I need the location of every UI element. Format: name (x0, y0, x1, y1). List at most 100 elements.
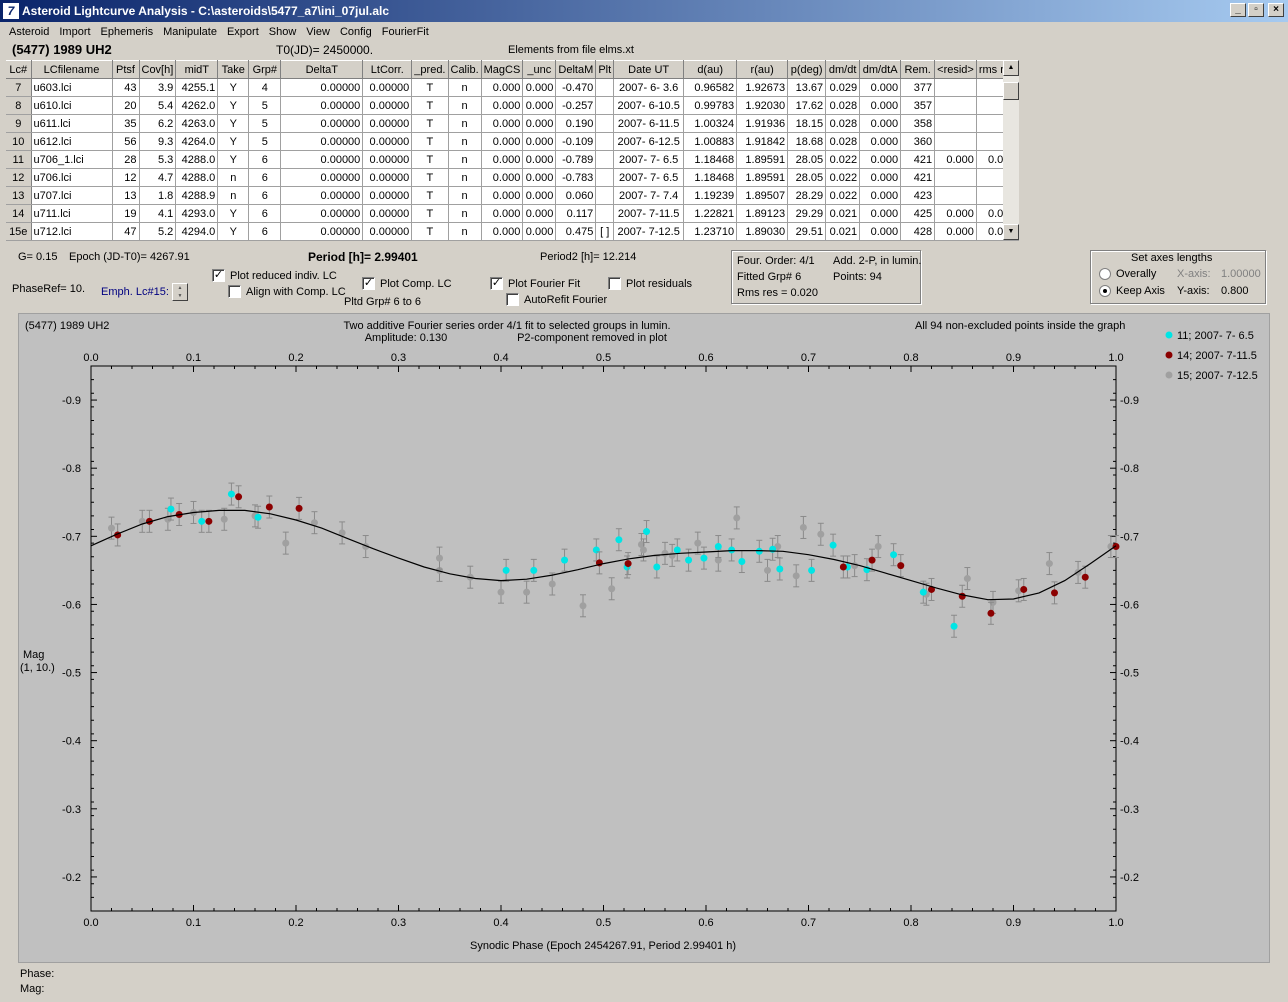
table-cell[interactable]: 0.00000 (280, 96, 364, 115)
table-row[interactable]: 11 u706_1.lci 28 5.3 4288.0 Y 6 0.00000 0.00000 T… (6, 150, 1019, 169)
table-cell[interactable]: 0.021 (825, 222, 861, 241)
table-cell[interactable]: 0.000 (481, 168, 524, 187)
table-cell[interactable]: 0.00000 (280, 186, 364, 205)
table-cell[interactable]: 4262.0 (175, 96, 219, 115)
table-cell[interactable] (595, 150, 615, 169)
column-header[interactable]: DeltaM (555, 60, 597, 79)
table-cell[interactable]: 0.00000 (362, 168, 413, 187)
table-cell[interactable]: 0.00000 (280, 204, 364, 223)
row-header[interactable]: 12 (6, 168, 32, 187)
table-cell[interactable]: u611.lci (31, 114, 113, 133)
table-cell[interactable]: n (217, 186, 250, 205)
table-cell[interactable]: 20 (112, 96, 140, 115)
yaxis-value[interactable]: 0.800 (1221, 285, 1249, 297)
column-header[interactable]: dm/dtA (859, 60, 902, 79)
menu-config[interactable]: Config (339, 25, 372, 38)
table-cell[interactable]: 1.91842 (736, 132, 789, 151)
table-cell[interactable] (595, 168, 615, 187)
table-cell[interactable]: n (448, 222, 482, 241)
table-cell[interactable]: 28.29 (787, 186, 827, 205)
table-cell[interactable]: 18.68 (787, 132, 827, 151)
table-cell[interactable]: 19 (112, 204, 140, 223)
table-cell[interactable]: 0.000 (481, 78, 524, 97)
table-cell[interactable]: n (448, 132, 482, 151)
table-cell[interactable]: 0.029 (825, 78, 861, 97)
emph-spinner[interactable]: ▲ ▼ (172, 283, 188, 301)
table-cell[interactable]: 423 (900, 186, 936, 205)
table-cell[interactable]: 0.000 (859, 114, 902, 133)
table-cell[interactable]: 0.000 (481, 96, 524, 115)
table-cell[interactable]: 0.000 (522, 204, 557, 223)
table-cell[interactable]: 0.000 (522, 132, 557, 151)
table-cell[interactable]: 425 (900, 204, 936, 223)
table-cell[interactable]: n (217, 168, 250, 187)
table-cell[interactable]: 0.475 (555, 222, 597, 241)
table-cell[interactable]: 0.000 (481, 150, 524, 169)
table-cell[interactable]: 0.00000 (362, 78, 413, 97)
table-cell[interactable]: 4263.0 (175, 114, 219, 133)
column-header[interactable]: DeltaT (280, 60, 364, 79)
table-cell[interactable] (595, 204, 615, 223)
keep-axis-radio[interactable]: Keep Axis (1099, 285, 1165, 297)
table-cell[interactable]: 0.117 (555, 204, 597, 223)
table-cell[interactable]: 2007- 7-11.5 (613, 204, 685, 223)
table-cell[interactable]: 0.000 (522, 186, 557, 205)
column-header[interactable]: <resid> (934, 60, 977, 79)
table-cell[interactable]: 6 (248, 222, 282, 241)
table-cell[interactable]: 0.022 (825, 168, 861, 187)
column-header[interactable]: LtCorr. (362, 60, 413, 79)
table-cell[interactable]: 5.2 (139, 222, 177, 241)
table-cell[interactable]: 29.51 (787, 222, 827, 241)
column-header[interactable]: Cov[h] (139, 60, 177, 79)
table-cell[interactable]: Y (217, 222, 250, 241)
table-cell[interactable] (934, 168, 977, 187)
table-cell[interactable]: -0.109 (555, 132, 597, 151)
table-cell[interactable]: -0.789 (555, 150, 597, 169)
table-cell[interactable]: 1.8 (139, 186, 177, 205)
table-cell[interactable]: T (411, 132, 449, 151)
row-header[interactable]: 14 (6, 204, 32, 223)
table-cell[interactable]: 0.00000 (280, 222, 364, 241)
table-cell[interactable]: 6 (248, 204, 282, 223)
table-cell[interactable]: 0.060 (555, 186, 597, 205)
table-cell[interactable]: T (411, 114, 449, 133)
table-cell[interactable]: 4288.9 (175, 186, 219, 205)
menu-export[interactable]: Export (226, 25, 259, 38)
minimize-button[interactable]: _ (1230, 3, 1246, 17)
table-cell[interactable]: 0.028 (825, 114, 861, 133)
column-header[interactable]: r(au) (736, 60, 789, 79)
table-cell[interactable]: 0.00000 (362, 114, 413, 133)
table-cell[interactable]: n (448, 96, 482, 115)
table-cell[interactable]: 18.15 (787, 114, 827, 133)
table-cell[interactable]: u711.lci (31, 204, 113, 223)
row-header[interactable]: 7 (6, 78, 32, 97)
column-header[interactable]: Date UT (613, 60, 685, 79)
table-cell[interactable]: 4.7 (139, 168, 177, 187)
plot-residuals-checkbox[interactable]: Plot residuals (608, 277, 692, 290)
menu-show[interactable]: Show (268, 25, 297, 38)
table-cell[interactable]: 0.000 (522, 150, 557, 169)
column-header[interactable]: Take (217, 60, 250, 79)
table-cell[interactable]: 13.67 (787, 78, 827, 97)
table-cell[interactable]: 1.23710 (683, 222, 738, 241)
table-cell[interactable]: T (411, 186, 449, 205)
table-cell[interactable]: 1.89507 (736, 186, 789, 205)
menu-asteroid[interactable]: Asteroid (9, 25, 50, 38)
menu-import[interactable]: Import (59, 25, 91, 38)
table-cell[interactable]: 0.022 (825, 186, 861, 205)
table-cell[interactable]: 28 (112, 150, 140, 169)
table-cell[interactable]: 0.000 (522, 222, 557, 241)
lightcurve-chart[interactable]: (5477) 1989 UH2 Two additive Fourier seri… (19, 314, 1269, 962)
emph-label[interactable]: Emph. Lc#15: (101, 286, 169, 298)
table-cell[interactable]: 0.00000 (280, 150, 364, 169)
table-cell[interactable]: 421 (900, 150, 936, 169)
row-header[interactable]: 8 (6, 96, 32, 115)
table-cell[interactable]: 4294.0 (175, 222, 219, 241)
column-header[interactable]: Ptsf (112, 60, 140, 79)
table-cell[interactable]: u612.lci (31, 132, 113, 151)
table-cell[interactable]: n (448, 204, 482, 223)
table-cell[interactable]: 0.000 (522, 168, 557, 187)
